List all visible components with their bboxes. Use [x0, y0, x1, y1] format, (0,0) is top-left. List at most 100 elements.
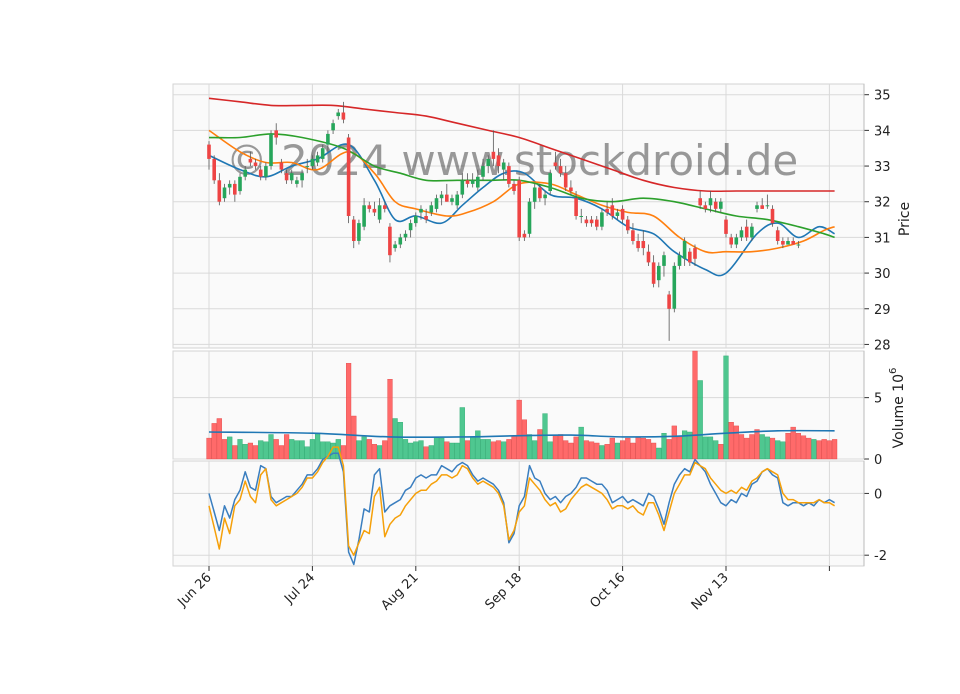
candle-body	[362, 205, 366, 227]
candle-body	[708, 198, 713, 206]
volume-bar	[397, 422, 403, 460]
candle-body	[626, 219, 630, 231]
volume-bar	[413, 441, 419, 460]
volume-bar	[387, 379, 393, 460]
volume-bar	[304, 446, 310, 460]
volume-bar	[806, 437, 812, 460]
volume-bar	[728, 422, 734, 460]
volume-bar	[826, 440, 833, 460]
volume-bar	[268, 434, 274, 460]
volume-bar	[237, 439, 243, 460]
candle-body	[791, 241, 795, 245]
candle-body	[310, 158, 315, 166]
candle-body	[481, 166, 485, 177]
price-y-tick-label: 33	[874, 160, 891, 175]
candle-body	[610, 205, 615, 216]
volume-bar	[428, 445, 434, 460]
volume-axis-label: Volume 106	[888, 368, 907, 449]
volume-bar	[495, 440, 502, 460]
moving-average-line-2	[208, 133, 835, 239]
candle-body	[646, 251, 651, 263]
volume-bars	[206, 350, 838, 460]
candle-body	[352, 219, 356, 241]
volume-bar	[485, 439, 491, 460]
price-y-tick-label: 35	[874, 89, 891, 104]
candle-body	[491, 151, 496, 159]
volume-bar	[687, 431, 693, 460]
oscillator-y-tick-label: 0	[874, 487, 882, 502]
candle-body	[729, 237, 733, 245]
candle-body	[419, 208, 423, 213]
volume-bar	[526, 434, 533, 460]
volume-y-tick-label: 5	[874, 392, 882, 407]
candle-body	[657, 265, 661, 281]
volume-bar	[464, 440, 471, 460]
volume-bar	[775, 440, 781, 460]
volume-bar	[635, 436, 641, 460]
volume-bar	[718, 444, 724, 460]
volume-bar	[645, 439, 652, 460]
volume-bar	[408, 442, 414, 460]
volume-bar	[656, 447, 662, 460]
volume-bar	[439, 437, 445, 460]
candle-body	[538, 187, 542, 199]
volume-bar	[578, 426, 584, 460]
moving-average-line-0	[208, 143, 835, 277]
volume-bar	[676, 436, 683, 460]
volume-bar	[449, 442, 455, 460]
volume-bar	[795, 433, 802, 460]
candle-body	[434, 198, 439, 209]
volume-bar	[682, 430, 688, 460]
volume-bar	[211, 423, 217, 460]
oscillator-line-1	[208, 446, 835, 556]
candle-body	[320, 148, 325, 159]
volume-bar	[816, 440, 822, 460]
candle-body	[393, 244, 397, 249]
candle-body	[305, 166, 309, 168]
candle-body	[341, 112, 346, 120]
volume-bar	[563, 440, 569, 460]
candle-body	[703, 205, 708, 209]
candle-body	[269, 133, 273, 166]
candle-body	[279, 162, 284, 170]
grid-lines	[173, 84, 864, 566]
candle-body	[739, 230, 744, 238]
volume-bar	[402, 439, 409, 460]
volume-bar	[764, 436, 771, 460]
volume-bar	[744, 437, 750, 460]
oscillator-lines	[208, 446, 835, 566]
candle-body	[258, 169, 263, 177]
candle-body	[383, 205, 387, 209]
candle-body	[289, 173, 294, 181]
volume-bar	[604, 444, 610, 460]
candle-body	[496, 155, 501, 167]
candle-body	[682, 241, 687, 259]
candle-body	[403, 233, 408, 238]
candle-body	[600, 212, 604, 227]
volume-bar	[547, 441, 553, 460]
volume-bar	[713, 440, 719, 460]
candle-body	[517, 180, 521, 238]
volume-bar	[470, 436, 476, 460]
volume-bar	[480, 439, 486, 460]
candle-body	[439, 194, 444, 199]
candle-body	[336, 112, 340, 117]
moving-average-line-1	[208, 129, 835, 254]
volume-bar	[366, 439, 372, 460]
volume-bar	[620, 440, 626, 460]
candle-body	[238, 176, 242, 192]
volume-axis-label-text: Volume 10	[891, 374, 907, 448]
volume-bar	[490, 441, 497, 460]
candle-body	[450, 198, 454, 202]
volume-bar	[377, 445, 383, 460]
volume-bar	[589, 441, 595, 460]
volume-bar	[206, 437, 212, 460]
candle-body	[765, 205, 770, 207]
candle-body	[543, 194, 547, 199]
volume-bar	[671, 425, 677, 460]
x-tick-label: Sep 18	[482, 570, 525, 613]
volume-bar	[433, 436, 440, 460]
candle-body	[445, 194, 449, 202]
volume-bar	[382, 440, 388, 460]
